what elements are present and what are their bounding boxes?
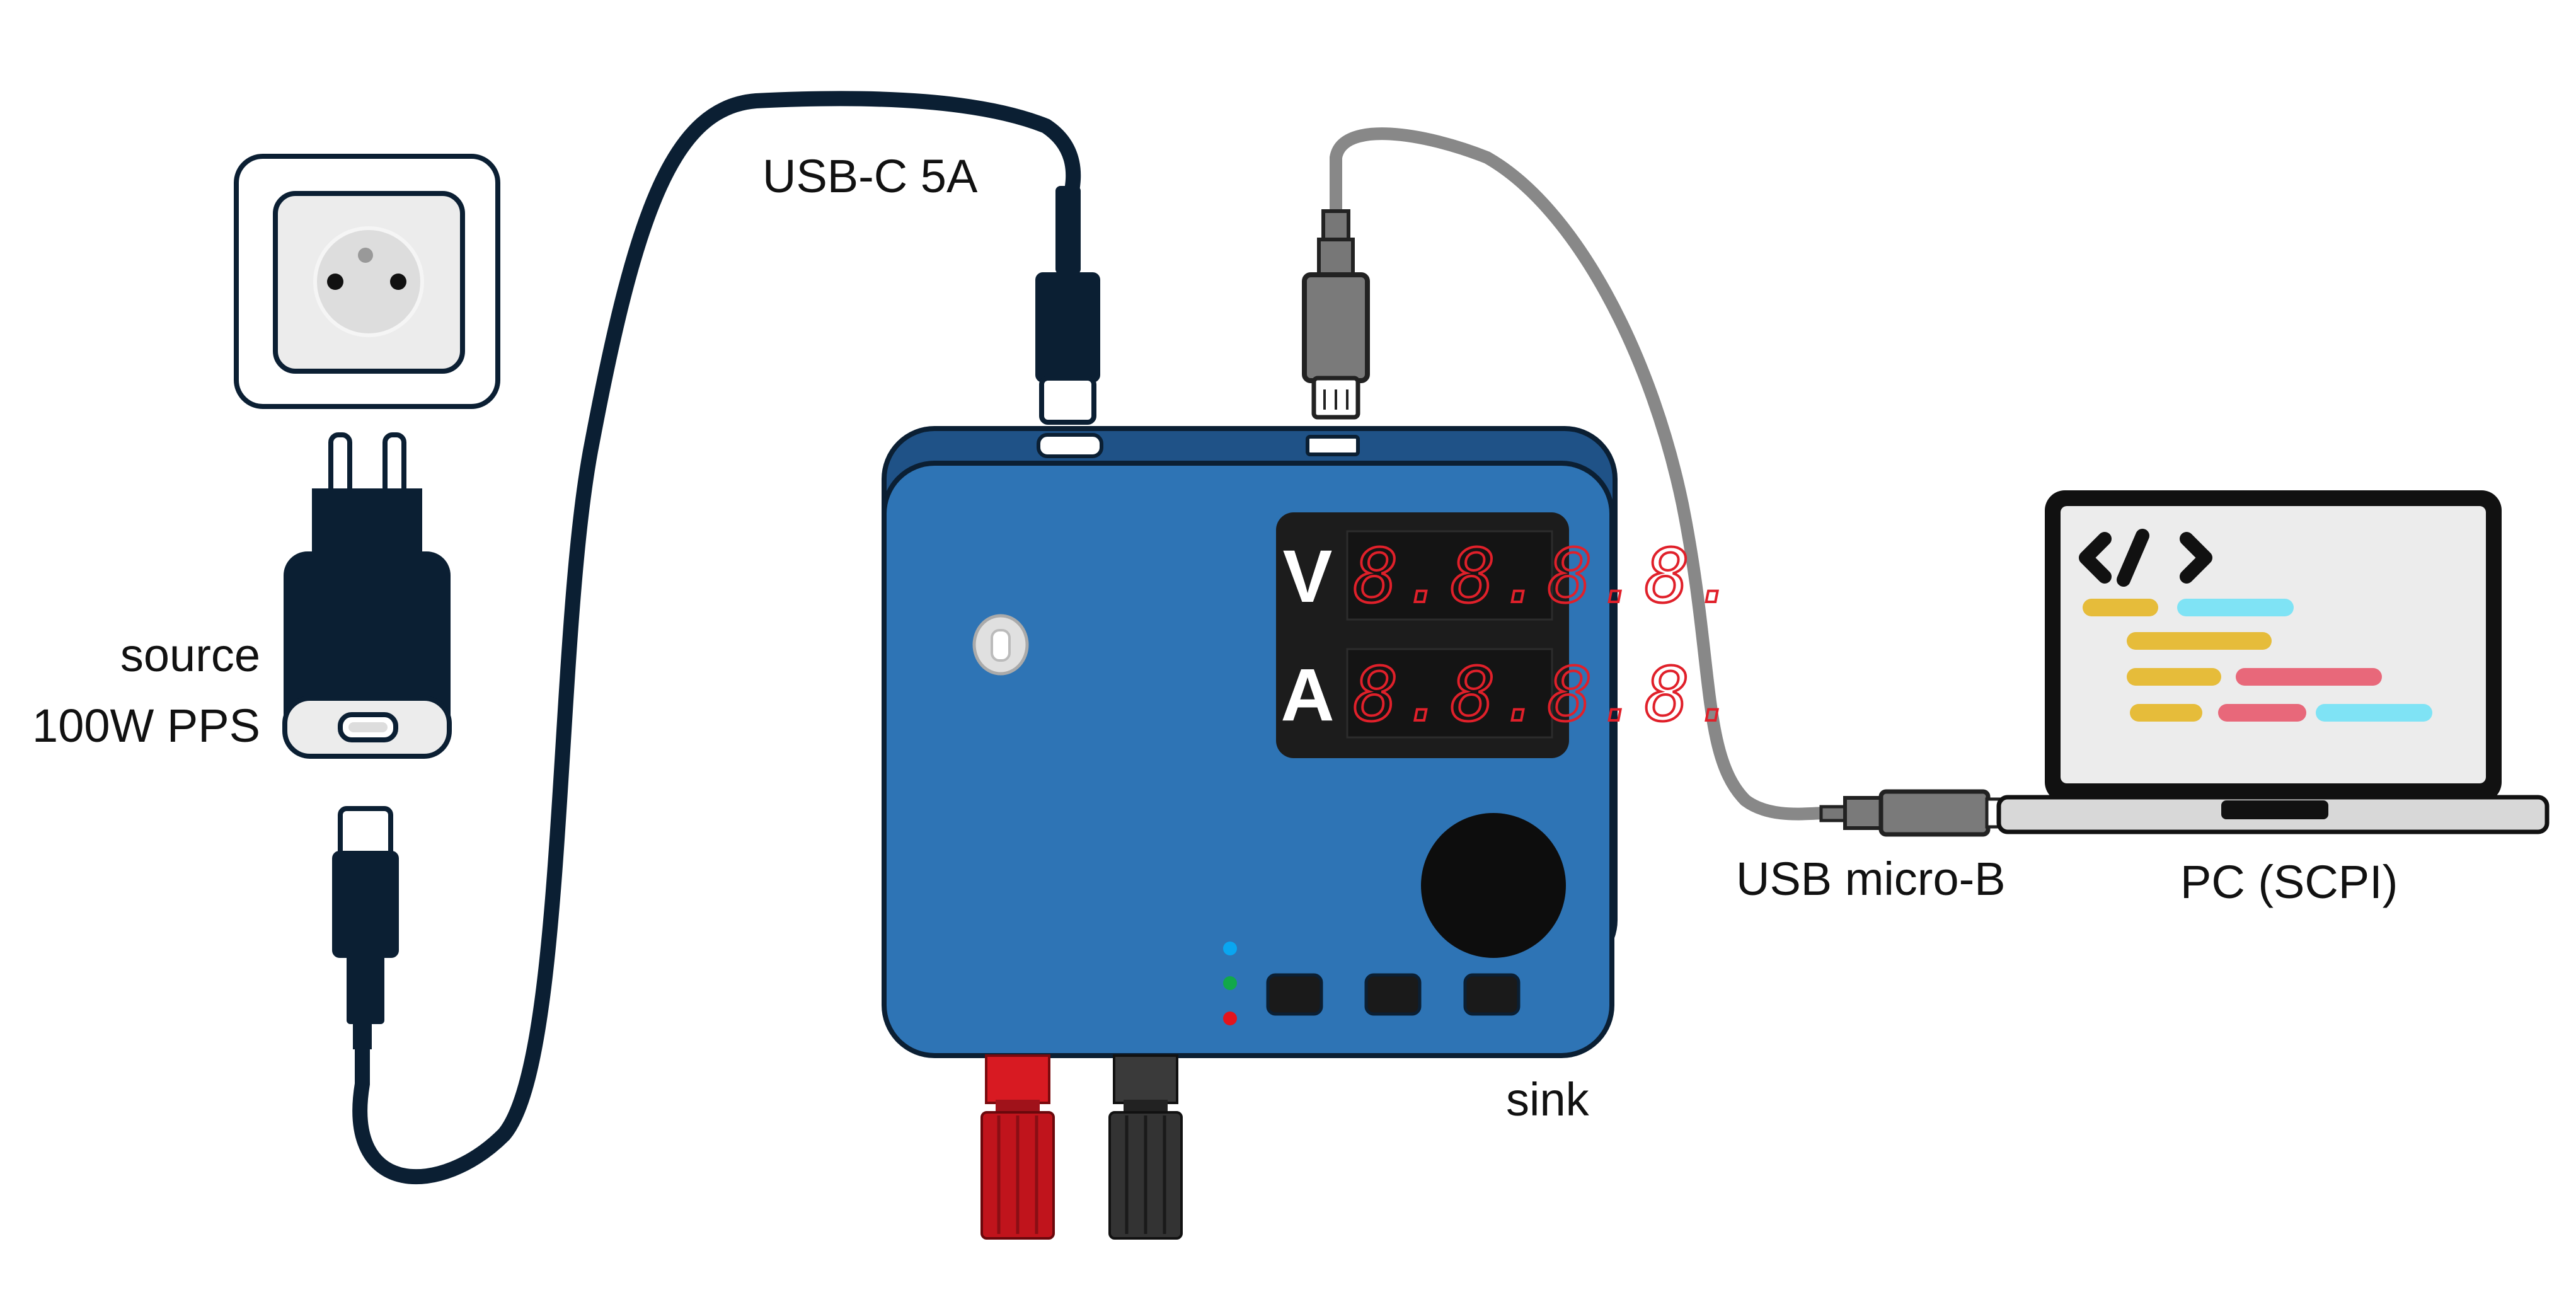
laptop-code-icon	[1996, 490, 2550, 834]
usb-pd-sink-device: V A 8.8.8.8. 8.8.8.8.	[882, 426, 1742, 1240]
rotary-knob-icon[interactable]	[1421, 813, 1566, 958]
led-green	[1223, 976, 1237, 990]
usb-micro-b-plug-laptop-icon	[1819, 789, 2006, 837]
charger-label-line1: source	[120, 629, 260, 681]
led-red	[1223, 1011, 1237, 1025]
usb-c-cable-label: USB-C 5A	[762, 150, 978, 202]
led-blue	[1223, 942, 1237, 955]
button-2[interactable]	[1364, 973, 1422, 1016]
usb-c-plug-device-icon	[1035, 186, 1100, 425]
negative-terminal-icon	[1108, 1054, 1183, 1240]
vi-display: V A 8.8.8.8. 8.8.8.8.	[1276, 512, 1742, 758]
wall-socket-icon	[234, 154, 500, 409]
voltage-letter: V	[1283, 535, 1333, 618]
button-1[interactable]	[1266, 973, 1323, 1016]
usb-c-cable	[352, 91, 1081, 1185]
usb-c-port	[1037, 433, 1103, 458]
sink-label: sink	[1506, 1073, 1590, 1126]
positive-terminal-icon	[980, 1054, 1055, 1240]
code-icon	[2079, 532, 2112, 584]
voltage-readout: 8.8.8.8.	[1354, 533, 1742, 620]
current-readout: 8.8.8.8.	[1354, 651, 1742, 738]
pc-label: PC (SCPI)	[2180, 856, 2398, 908]
usb-micro-b-cable	[1330, 127, 1834, 821]
usb-micro-b-port	[1306, 435, 1360, 456]
charger-label-line2: 100W PPS	[32, 700, 260, 752]
usb-micro-b-cable-label: USB micro-B	[1736, 853, 2006, 905]
button-3[interactable]	[1463, 973, 1521, 1016]
power-switch[interactable]	[972, 614, 1029, 676]
usb-micro-b-plug-device-icon	[1302, 209, 1370, 420]
usb-c-plug-charger-icon	[332, 806, 399, 1049]
usb-charger-icon	[282, 432, 452, 759]
current-letter: A	[1280, 654, 1334, 737]
